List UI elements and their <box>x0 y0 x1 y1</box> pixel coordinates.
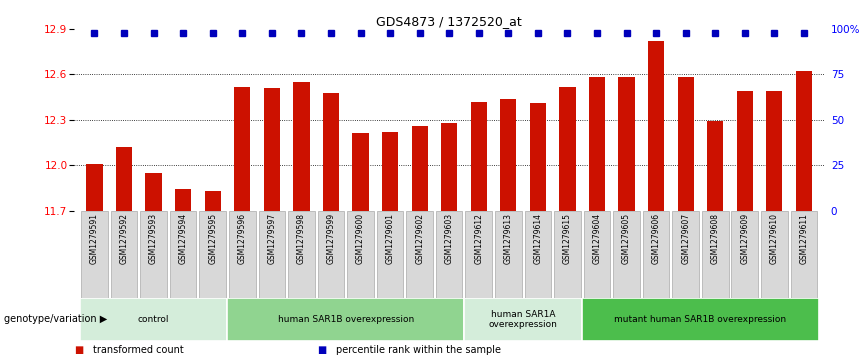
Bar <box>382 132 398 363</box>
FancyBboxPatch shape <box>288 211 315 298</box>
Bar <box>618 77 635 363</box>
FancyBboxPatch shape <box>524 211 551 298</box>
Text: GSM1279604: GSM1279604 <box>593 213 602 264</box>
Bar <box>205 191 220 363</box>
Text: GSM1279608: GSM1279608 <box>711 213 720 264</box>
Bar <box>264 88 280 363</box>
Bar <box>175 189 191 363</box>
Text: GSM1279595: GSM1279595 <box>208 213 217 264</box>
Text: mutant human SAR1B overexpression: mutant human SAR1B overexpression <box>615 315 786 324</box>
Text: GSM1279603: GSM1279603 <box>444 213 454 264</box>
Bar <box>766 91 782 363</box>
FancyBboxPatch shape <box>111 211 137 298</box>
Text: human SAR1A
overexpression: human SAR1A overexpression <box>489 310 557 329</box>
Text: GSM1279606: GSM1279606 <box>652 213 661 264</box>
Text: GSM1279615: GSM1279615 <box>563 213 572 264</box>
Bar <box>323 93 339 363</box>
Text: genotype/variation ▶: genotype/variation ▶ <box>4 314 108 325</box>
Bar <box>678 77 694 363</box>
Text: ■: ■ <box>317 345 326 355</box>
FancyBboxPatch shape <box>318 211 345 298</box>
Bar <box>648 41 664 363</box>
FancyBboxPatch shape <box>259 211 285 298</box>
FancyBboxPatch shape <box>229 211 255 298</box>
Text: GSM1279613: GSM1279613 <box>503 213 513 264</box>
FancyBboxPatch shape <box>80 298 227 341</box>
Bar <box>293 82 310 363</box>
Text: GSM1279593: GSM1279593 <box>149 213 158 264</box>
Text: control: control <box>138 315 169 324</box>
Text: GSM1279611: GSM1279611 <box>799 213 808 264</box>
Text: GSM1279591: GSM1279591 <box>90 213 99 264</box>
Text: GSM1279599: GSM1279599 <box>326 213 335 264</box>
Bar <box>146 173 161 363</box>
Text: human SAR1B overexpression: human SAR1B overexpression <box>278 315 414 324</box>
Text: GSM1279609: GSM1279609 <box>740 213 749 264</box>
Text: GSM1279592: GSM1279592 <box>120 213 128 264</box>
Text: GSM1279596: GSM1279596 <box>238 213 247 264</box>
Text: GSM1279594: GSM1279594 <box>179 213 187 264</box>
Bar <box>441 123 457 363</box>
Text: GSM1279605: GSM1279605 <box>622 213 631 264</box>
FancyBboxPatch shape <box>436 211 463 298</box>
FancyBboxPatch shape <box>347 211 374 298</box>
FancyBboxPatch shape <box>702 211 728 298</box>
Title: GDS4873 / 1372520_at: GDS4873 / 1372520_at <box>377 15 522 28</box>
Bar <box>589 77 605 363</box>
Bar <box>116 147 132 363</box>
FancyBboxPatch shape <box>227 298 464 341</box>
Bar <box>707 121 723 363</box>
FancyBboxPatch shape <box>582 298 819 341</box>
Bar <box>86 164 102 363</box>
Text: percentile rank within the sample: percentile rank within the sample <box>336 345 501 355</box>
FancyBboxPatch shape <box>141 211 167 298</box>
FancyBboxPatch shape <box>82 211 108 298</box>
Text: GSM1279597: GSM1279597 <box>267 213 276 264</box>
Bar <box>500 99 516 363</box>
Bar <box>234 86 250 363</box>
Text: GSM1279612: GSM1279612 <box>474 213 483 264</box>
Bar <box>737 91 753 363</box>
Bar <box>470 102 487 363</box>
FancyBboxPatch shape <box>732 211 758 298</box>
Text: GSM1279598: GSM1279598 <box>297 213 306 264</box>
Text: GSM1279601: GSM1279601 <box>385 213 395 264</box>
Text: GSM1279600: GSM1279600 <box>356 213 365 264</box>
Text: transformed count: transformed count <box>93 345 184 355</box>
FancyBboxPatch shape <box>495 211 522 298</box>
Bar <box>796 72 812 363</box>
FancyBboxPatch shape <box>377 211 404 298</box>
FancyBboxPatch shape <box>673 211 699 298</box>
Text: GSM1279614: GSM1279614 <box>533 213 542 264</box>
FancyBboxPatch shape <box>583 211 610 298</box>
Text: ■: ■ <box>74 345 83 355</box>
Text: GSM1279610: GSM1279610 <box>770 213 779 264</box>
FancyBboxPatch shape <box>614 211 640 298</box>
Text: GSM1279607: GSM1279607 <box>681 213 690 264</box>
FancyBboxPatch shape <box>465 211 492 298</box>
Bar <box>559 86 575 363</box>
FancyBboxPatch shape <box>406 211 433 298</box>
Bar <box>352 134 369 363</box>
FancyBboxPatch shape <box>554 211 581 298</box>
FancyBboxPatch shape <box>464 298 582 341</box>
FancyBboxPatch shape <box>200 211 226 298</box>
Bar <box>529 103 546 363</box>
FancyBboxPatch shape <box>761 211 787 298</box>
Bar <box>411 126 428 363</box>
FancyBboxPatch shape <box>643 211 669 298</box>
FancyBboxPatch shape <box>170 211 196 298</box>
FancyBboxPatch shape <box>791 211 817 298</box>
Text: GSM1279602: GSM1279602 <box>415 213 424 264</box>
